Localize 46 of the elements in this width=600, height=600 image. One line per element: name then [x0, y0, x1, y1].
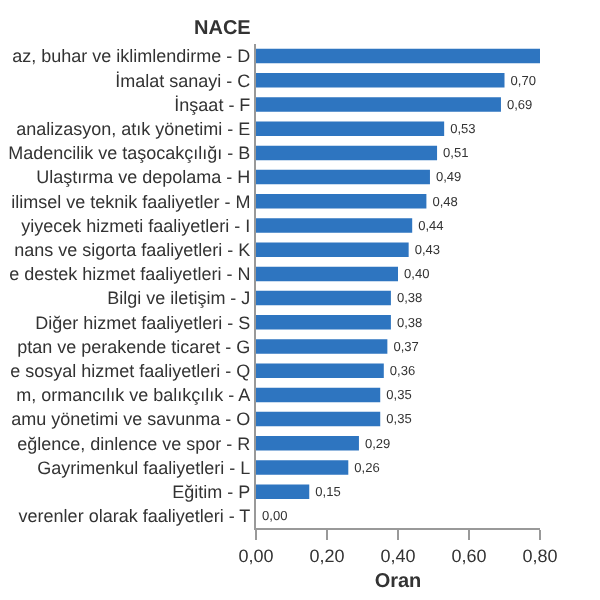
bar	[256, 48, 540, 64]
bar	[256, 339, 388, 354]
x-tick-label: 0,20	[309, 545, 345, 566]
bar	[256, 218, 413, 233]
x-tick-label: 0,80	[522, 545, 558, 566]
bar	[256, 97, 501, 112]
y-tick-label: nans ve sigorta faaliyetleri - K	[14, 240, 251, 260]
y-tick-label: Ulaştırma ve depolama - H	[36, 167, 251, 188]
y-tick-label: amu yönetimi ve savunma - O	[11, 409, 251, 430]
y-tick-label: Eğitim - P	[172, 482, 251, 502]
y-tick-label: m, ormancılık ve balıkçılık - A	[16, 385, 251, 406]
y-tick-label: az, buhar ve iklimlendirme - D	[12, 46, 252, 67]
bar	[256, 460, 349, 475]
bar	[256, 145, 438, 161]
bar	[256, 121, 445, 136]
bar	[256, 194, 427, 209]
bar	[256, 387, 381, 403]
y-tick-label: Madencilik ve taşocakçılığı - B	[8, 143, 251, 164]
bar	[256, 266, 398, 282]
y-tick-label: İnşaat - F	[174, 94, 252, 115]
bar	[256, 436, 359, 451]
y-tick-label: Diğer hizmet faaliyetleri - S	[35, 312, 251, 333]
y-tick-label: analizasyon, atık yönetimi - E	[16, 119, 251, 139]
y-tick-label: ilimsel ve teknik faaliyetler - M	[11, 191, 251, 212]
bar	[256, 73, 505, 88]
y-tick-label: yiyecek hizmeti faaliyetleri - I	[21, 215, 251, 236]
y-tick-label: İmalat sanayi - C	[115, 70, 252, 91]
bar	[256, 169, 430, 185]
x-axis-title: Oran	[374, 570, 422, 593]
x-tick-label: 0,00	[238, 545, 274, 566]
y-tick-label: e destek hizmet faaliyetleri - N	[9, 264, 251, 285]
y-tick-label: ptan ve perakende ticaret - G	[17, 336, 251, 357]
bar	[256, 411, 381, 427]
bar	[256, 315, 391, 330]
y-tick-label: e sosyal hizmet faaliyetleri - Q	[10, 361, 251, 381]
y-axis-title: NACE	[194, 18, 252, 40]
bar	[256, 484, 310, 499]
bar	[256, 242, 409, 257]
y-tick-label: verenler olarak faaliyetleri - T	[18, 506, 252, 527]
y-tick-label: Bilgi ve iletişim - J	[107, 288, 251, 309]
x-tick-label: 0,40	[380, 545, 416, 566]
y-tick-label: Gayrimenkul faaliyetleri - L	[37, 457, 251, 478]
x-tick-label: 0,60	[451, 545, 487, 566]
bar	[256, 363, 384, 378]
bar	[256, 290, 391, 306]
y-tick-label: eğlence, dinlence ve spor - R	[17, 433, 252, 454]
